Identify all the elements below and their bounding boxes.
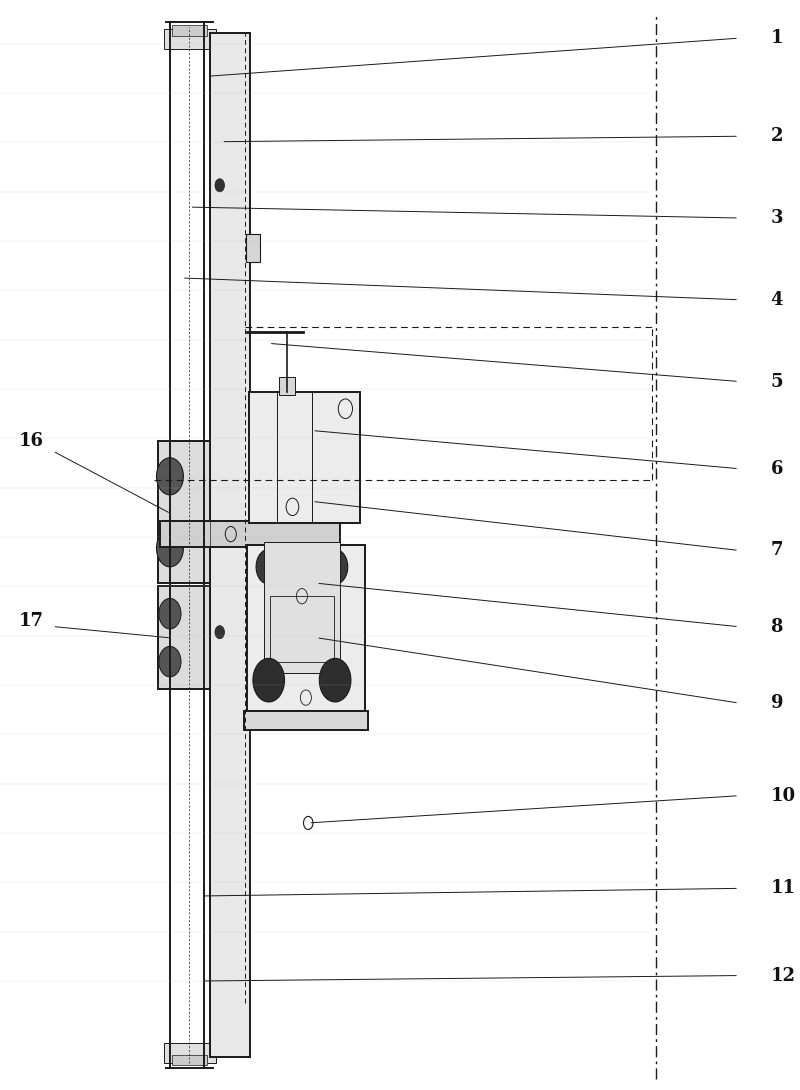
Text: 6: 6 (770, 460, 783, 477)
Text: 3: 3 (770, 209, 783, 227)
Circle shape (256, 549, 282, 584)
Circle shape (215, 626, 225, 639)
Bar (158, 586, 210, 690)
Bar (244, 711, 367, 730)
Circle shape (159, 646, 181, 677)
Text: 10: 10 (770, 787, 796, 804)
Bar (264, 542, 340, 673)
Circle shape (215, 179, 225, 192)
Text: 8: 8 (770, 618, 783, 635)
Text: 12: 12 (770, 967, 796, 984)
Circle shape (157, 458, 183, 495)
Bar (246, 234, 260, 262)
Text: 9: 9 (770, 694, 783, 712)
Text: 11: 11 (770, 880, 796, 897)
Bar (270, 596, 334, 662)
Text: 5: 5 (770, 373, 783, 390)
Bar (160, 521, 340, 547)
Circle shape (253, 658, 285, 702)
Bar (164, 29, 216, 49)
Text: 7: 7 (770, 542, 783, 559)
Circle shape (319, 658, 351, 702)
Circle shape (157, 530, 183, 567)
Bar (164, 1043, 216, 1063)
Bar (249, 392, 360, 523)
Text: 4: 4 (770, 291, 783, 308)
Bar (210, 33, 250, 1057)
Circle shape (159, 598, 181, 629)
Text: 16: 16 (19, 433, 44, 450)
Bar (158, 441, 210, 583)
Bar (279, 377, 295, 395)
Bar (171, 1055, 207, 1065)
Text: 17: 17 (19, 613, 44, 630)
Text: 1: 1 (770, 29, 783, 47)
Bar (171, 25, 207, 36)
Bar (246, 545, 365, 711)
Text: 2: 2 (770, 128, 783, 145)
Circle shape (290, 549, 314, 584)
Circle shape (322, 549, 348, 584)
